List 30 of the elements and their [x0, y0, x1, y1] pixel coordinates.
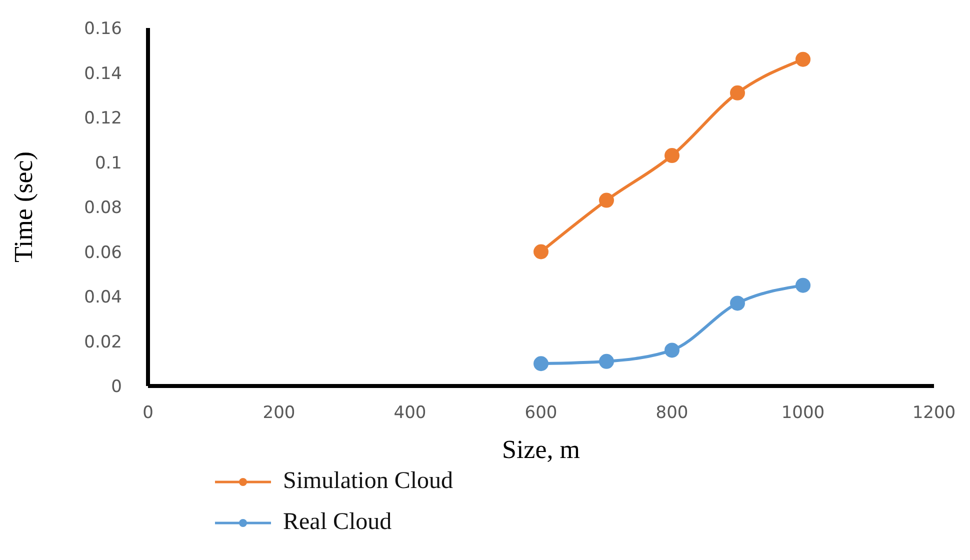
point	[796, 278, 810, 293]
y-tick-label: 0.14	[84, 64, 122, 84]
x-tick-label: 800	[656, 403, 688, 424]
x-tick-label: 1200	[912, 403, 956, 424]
x-tick-label: 200	[262, 403, 296, 424]
x-axis-title: Size, m	[502, 435, 580, 464]
x-tick-label: 1000	[781, 403, 825, 424]
x-tick-label: 400	[394, 403, 426, 424]
y-tick-label: 0.16	[84, 19, 122, 40]
point	[599, 192, 614, 208]
legend-label: Simulation Cloud	[283, 468, 454, 495]
y-tick-label: 0.08	[84, 198, 122, 218]
x-tick-label: 0	[142, 403, 154, 424]
x-tick-label: 600	[524, 403, 558, 424]
y-tick-label: 0	[111, 377, 122, 398]
legend-label: Real Cloud	[283, 509, 392, 536]
y-tick-label: 0.04	[84, 288, 122, 308]
y-tick-label: 0.02	[84, 332, 122, 352]
point	[534, 244, 548, 260]
point	[796, 52, 810, 67]
point	[534, 356, 548, 372]
point	[664, 148, 680, 164]
point	[730, 85, 745, 100]
y-tick-label: 0.1	[94, 153, 122, 174]
point	[599, 354, 614, 369]
point	[730, 296, 745, 311]
y-axis-title: Time (sec)	[9, 152, 38, 262]
point	[664, 342, 680, 358]
y-tick-label: 0.06	[84, 242, 122, 263]
y-tick-label: 0.12	[84, 108, 122, 129]
